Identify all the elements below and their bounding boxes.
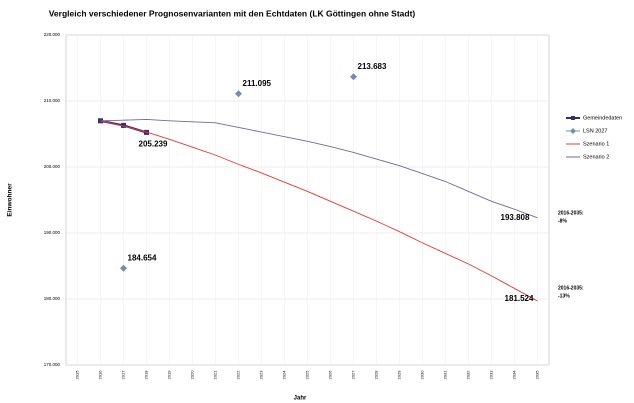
data-label: 205.239	[139, 140, 168, 149]
series-line	[100, 120, 538, 302]
y-axis-label: Einwohner	[7, 183, 14, 217]
data-label: 211.095	[243, 79, 272, 88]
x-tick-label: 2026	[328, 370, 333, 380]
y-tick-label: 220.000	[44, 32, 61, 37]
y-tick-label: 190.000	[44, 230, 61, 235]
x-tick-label: 2015	[75, 370, 80, 380]
x-tick-label: 2021	[213, 370, 218, 380]
x-tick-label: 2020	[190, 370, 195, 380]
x-tick-label: 2018	[144, 370, 149, 380]
y-tick-label: 210.000	[44, 98, 61, 103]
annotation: -13%	[558, 293, 570, 299]
legend-marker	[571, 116, 575, 120]
x-tick-label: 2032	[466, 370, 471, 380]
annotation: 193.808	[501, 213, 530, 222]
x-tick-label: 2031	[443, 370, 448, 380]
data-label: 213.683	[358, 62, 387, 71]
x-tick-label: 2029	[397, 370, 402, 380]
y-tick-label: 180.000	[44, 296, 61, 301]
x-axis-label: Jahr	[294, 396, 307, 402]
x-tick-label: 2028	[374, 370, 379, 380]
x-tick-label: 2035	[535, 370, 540, 380]
annotation: -8%	[558, 218, 567, 224]
point-marker	[350, 73, 357, 81]
x-tick-label: 2023	[259, 370, 264, 380]
series-line	[100, 119, 538, 219]
x-tick-label: 2034	[512, 370, 517, 380]
x-tick-label: 2033	[489, 370, 494, 380]
annotation: 2016-2035:	[558, 210, 584, 216]
legend-marker	[570, 128, 576, 134]
point-marker	[235, 90, 242, 98]
y-tick-label: 200.000	[44, 164, 61, 169]
x-tick-label: 2016	[98, 370, 103, 380]
x-tick-label: 2030	[420, 370, 425, 380]
x-tick-label: 2022	[236, 370, 241, 380]
x-tick-label: 2024	[282, 370, 287, 380]
point-marker	[121, 122, 126, 128]
data-label: 184.654	[128, 253, 157, 262]
x-tick-label: 2027	[351, 370, 356, 380]
chart-title: Vergleich verschiedener Prognosenvariant…	[49, 8, 416, 18]
annotation: 181.524	[505, 294, 534, 303]
annotation: 2016-2035:	[558, 285, 584, 291]
legend-label: Gemeindedaten	[583, 115, 622, 121]
x-tick-label: 2025	[305, 370, 310, 380]
x-tick-label: 2017	[121, 370, 126, 380]
y-tick-label: 170.000	[44, 362, 61, 367]
legend-label: Szenario 1	[583, 141, 609, 147]
legend-label: LSN 2027	[583, 128, 607, 134]
x-tick-label: 2019	[167, 370, 172, 380]
point-marker	[120, 264, 127, 272]
legend-label: Szenario 2	[583, 154, 609, 160]
